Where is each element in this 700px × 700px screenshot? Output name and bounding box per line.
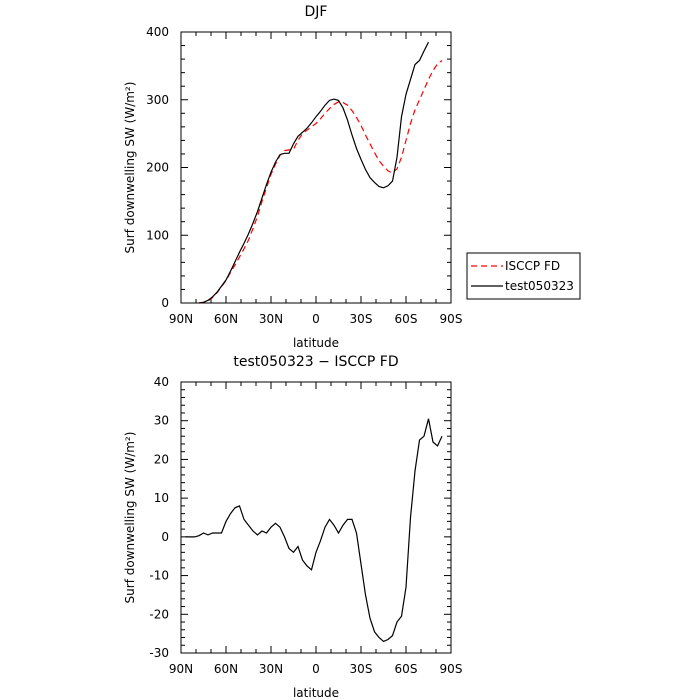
- y-tick-label: 200: [146, 161, 169, 175]
- chart-title: test050323 − ISCCP FD: [233, 354, 398, 370]
- y-tick-label: 100: [146, 228, 169, 242]
- plot-frame: [180, 31, 452, 304]
- chart-panel-bottom: test050323 − ISCCP FD 90N 60N 30N 0 30S 60S 90S…: [123, 354, 462, 700]
- x-tick-label: 0: [312, 662, 320, 676]
- x-tick-label: 60N: [214, 662, 238, 676]
- y-axis-label: Surf downwelling SW (W/m²): [123, 82, 137, 254]
- x-tick-label: 30N: [259, 312, 283, 326]
- x-tick-label: 90N: [169, 662, 193, 676]
- y-tick-label: 20: [154, 452, 169, 466]
- y-tick-label: -20: [149, 607, 169, 621]
- x-tick-label: 30S: [350, 662, 373, 676]
- y-tick-label: 300: [146, 93, 169, 107]
- legend: ISCCP FD test050323: [466, 252, 581, 300]
- x-tick-label: 90N: [169, 312, 193, 326]
- y-tick-label: 0: [161, 296, 169, 310]
- y-tick-label: 0: [161, 530, 169, 544]
- series-line-test050323: [198, 41, 430, 304]
- x-axis-label: latitude: [293, 686, 339, 700]
- y-axis-label: Surf downwelling SW (W/m²): [123, 432, 137, 604]
- legend-entry: ISCCP FD: [505, 259, 560, 273]
- x-tick-label: 30S: [350, 312, 373, 326]
- x-tick-label: 60S: [395, 312, 418, 326]
- series-line-difference: [185, 418, 443, 643]
- chart-title: DJF: [305, 4, 328, 20]
- y-tick-label: 30: [154, 414, 169, 428]
- y-tick-label: 40: [154, 375, 169, 389]
- y-tick-label: -30: [149, 646, 169, 660]
- y-tick-label: 400: [146, 25, 169, 39]
- x-tick-label: 90S: [440, 312, 463, 326]
- series-line-isccp-fd: [198, 60, 443, 304]
- y-tick-label: 10: [154, 491, 169, 505]
- x-tick-label: 0: [312, 312, 320, 326]
- chart-panel-top: DJF 90N 60N 30N 0 30S 60S 90S 0 100 200 300 400 latit…: [123, 4, 462, 350]
- x-tick-label: 60N: [214, 312, 238, 326]
- x-axis-label: latitude: [293, 336, 339, 350]
- legend-entry: test050323: [505, 279, 574, 293]
- x-tick-label: 90S: [440, 662, 463, 676]
- x-tick-label: 30N: [259, 662, 283, 676]
- x-tick-label: 60S: [395, 662, 418, 676]
- y-tick-label: -10: [149, 569, 169, 583]
- legend-box: [466, 252, 581, 300]
